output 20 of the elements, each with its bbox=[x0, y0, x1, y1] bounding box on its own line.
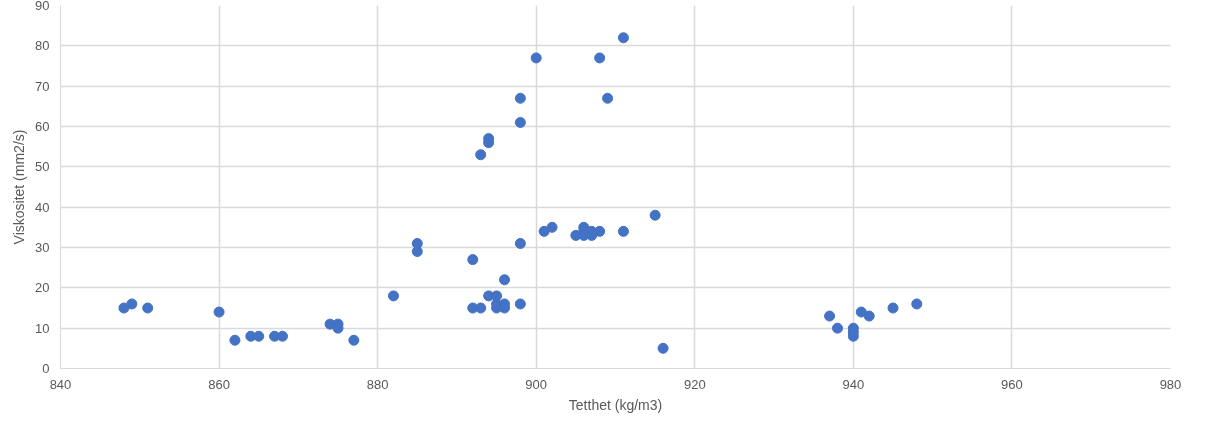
y-tick-label: 50 bbox=[35, 159, 50, 175]
y-axis-title: Viskositet (mm2/s) bbox=[11, 129, 28, 245]
x-tick-label: 980 bbox=[1159, 376, 1182, 392]
x-axis-title: Tetthet (kg/m3) bbox=[568, 396, 663, 413]
x-tick-label: 840 bbox=[49, 376, 72, 392]
y-tick-label: 0 bbox=[42, 361, 50, 376]
y-tick-label: 20 bbox=[35, 280, 50, 296]
y-tick-label: 70 bbox=[35, 78, 50, 94]
x-tick-label: 960 bbox=[1001, 376, 1023, 392]
x-tick-label: 940 bbox=[842, 376, 865, 392]
y-tick-label: 10 bbox=[35, 320, 50, 336]
y-tick-label: 30 bbox=[35, 240, 50, 255]
y-tick-label: 40 bbox=[35, 199, 50, 215]
y-tick-label: 80 bbox=[35, 38, 50, 54]
x-tick-label: 860 bbox=[208, 376, 230, 392]
x-tick-label: 880 bbox=[366, 376, 389, 392]
x-tick-label: 900 bbox=[525, 376, 548, 392]
y-tick-label: 90 bbox=[35, 0, 50, 13]
y-tick-label: 60 bbox=[35, 119, 50, 134]
x-tick-label: 920 bbox=[683, 376, 706, 392]
